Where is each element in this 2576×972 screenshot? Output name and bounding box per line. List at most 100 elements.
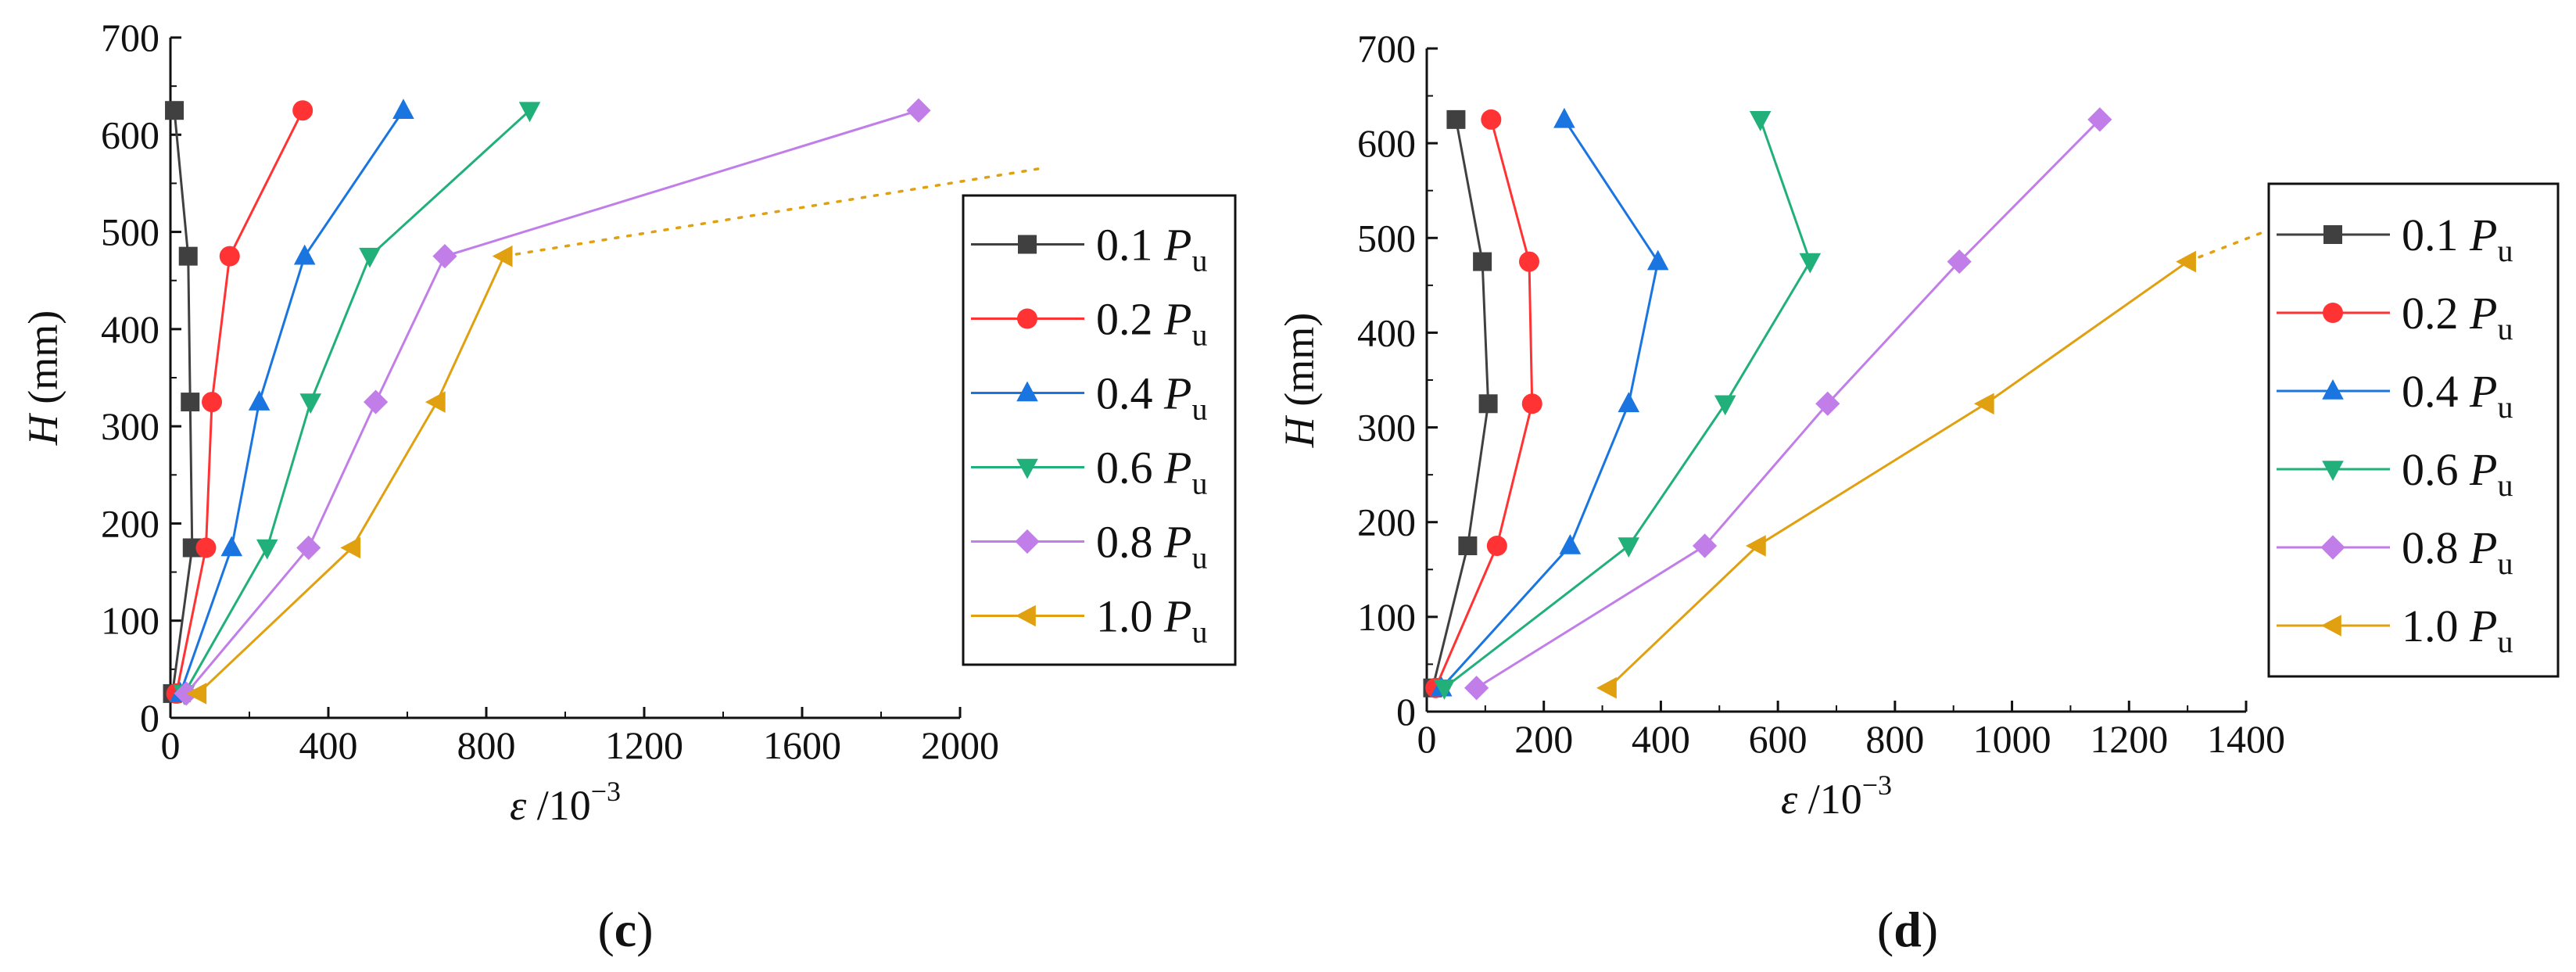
legend-marker [1016,381,1038,402]
data-point [220,536,243,557]
legend-label: 1.0 Pu [1096,591,1207,650]
legend-marker [2321,615,2341,637]
data-point [1596,676,1617,699]
data-point [1559,534,1582,554]
data-point [425,391,446,413]
legend-marker [2322,461,2344,481]
data-point [174,681,199,706]
data-point [1521,393,1542,414]
legend-marker [1017,308,1037,329]
x-tick-label: 400 [299,723,358,767]
data-point [1692,533,1718,558]
y-tick-label: 500 [101,210,159,254]
legend-label: 1.0 Pu [2402,601,2513,659]
series-line [185,109,919,694]
series-1.0 [186,167,1041,705]
x-tick-label: 1400 [2207,717,2285,761]
legend-label: 0.8 Pu [2402,522,2513,581]
x-tick-label: 600 [1749,717,1807,761]
data-point [364,389,389,414]
data-point [296,535,321,561]
legend: 0.1 Pu 0.2 Pu 0.4 Pu 0.6 Pu 0.8 Pu 1.0 Pu [2267,182,2560,678]
y-tick-label: 400 [1357,310,1416,354]
legend: 0.1 Pu 0.2 Pu 0.4 Pu 0.6 Pu 0.8 Pu 1.0 Pu [962,194,1237,666]
data-point [248,390,270,411]
series-line [1607,260,2189,689]
data-point [202,392,223,413]
y-tick-label: 300 [1357,406,1416,450]
legend-marker [2322,379,2344,400]
data-point [2087,107,2112,132]
data-point [1553,107,1575,128]
legend-marker [2320,535,2345,560]
y-tick-label: 400 [101,307,159,351]
y-tick-label: 200 [101,501,159,545]
data-point [181,393,200,412]
legend-box [962,194,1237,666]
x-tick-label: 0 [1417,717,1437,761]
x-tick-label: 2000 [921,723,999,767]
legend-label: 0.6 Pu [2402,444,2513,503]
data-point [340,536,361,559]
dotted-extension [502,167,1041,258]
data-point [195,537,217,558]
data-point [2176,250,2196,273]
series-line [197,256,506,695]
y-tick-label: 700 [1357,27,1416,70]
data-point [293,244,316,265]
legend-marker [1016,604,1036,627]
x-tick-label: 200 [1514,717,1573,761]
data-point [1646,249,1669,271]
series-0.2 [166,100,313,704]
legend-marker [2323,225,2342,244]
data-point [186,683,207,705]
legend-label: 0.2 Pu [1096,294,1207,353]
legend-label: 0.2 Pu [2402,288,2513,346]
y-tick-label: 200 [1357,500,1416,544]
data-point [1478,394,1498,414]
series-0.6 [173,102,541,705]
legend-marker [2323,303,2343,323]
data-point [1799,253,1822,274]
series-0.1 [1423,109,1498,698]
legend-label: 0.4 Pu [2402,366,2513,425]
data-point [219,246,240,267]
y-tick-label: 700 [101,16,159,59]
legend-label: 0.1 Pu [1096,220,1207,278]
data-point [1433,679,1456,700]
data-point [256,539,278,560]
legend-marker [1015,529,1040,554]
data-point [392,99,414,120]
series-0.4 [1430,107,1669,697]
y-tick-label: 600 [101,113,159,156]
data-point [1947,249,1972,274]
legend-label: 0.1 Pu [2402,210,2513,268]
x-tick-label: 800 [1865,717,1924,761]
data-point [906,98,931,123]
series-0.4 [169,99,414,702]
panel-label: (d) [1877,902,1938,957]
panel-label: (c) [597,902,653,957]
data-point [1973,393,1994,415]
x-tick-label: 1200 [2090,717,2168,761]
data-point [1464,676,1489,701]
y-tick-label: 0 [1396,690,1416,733]
y-tick-label: 300 [101,404,159,448]
data-point [299,393,322,414]
series-line [183,109,531,694]
data-point [1745,535,1766,557]
x-axis-title: ε /10−3 [510,776,621,829]
data-point [518,102,541,123]
data-point [1749,111,1772,131]
panel-d: 0 200 400 600 800 1000 1200 1400 0 100 200 300 400 50… [1276,27,2560,957]
series-1.0 [1596,199,2348,699]
data-point [178,246,198,266]
data-point [359,247,381,268]
legend-label: 0.4 Pu [1096,368,1207,427]
x-tick-label: 1600 [763,723,841,767]
y-tick-label: 100 [1357,595,1416,639]
legend-label: 0.6 Pu [1096,443,1207,501]
legend-marker [1018,235,1037,254]
y-axis-title: H (mm) [1276,313,1323,448]
x-axis-title: ε /10−3 [1781,769,1892,823]
